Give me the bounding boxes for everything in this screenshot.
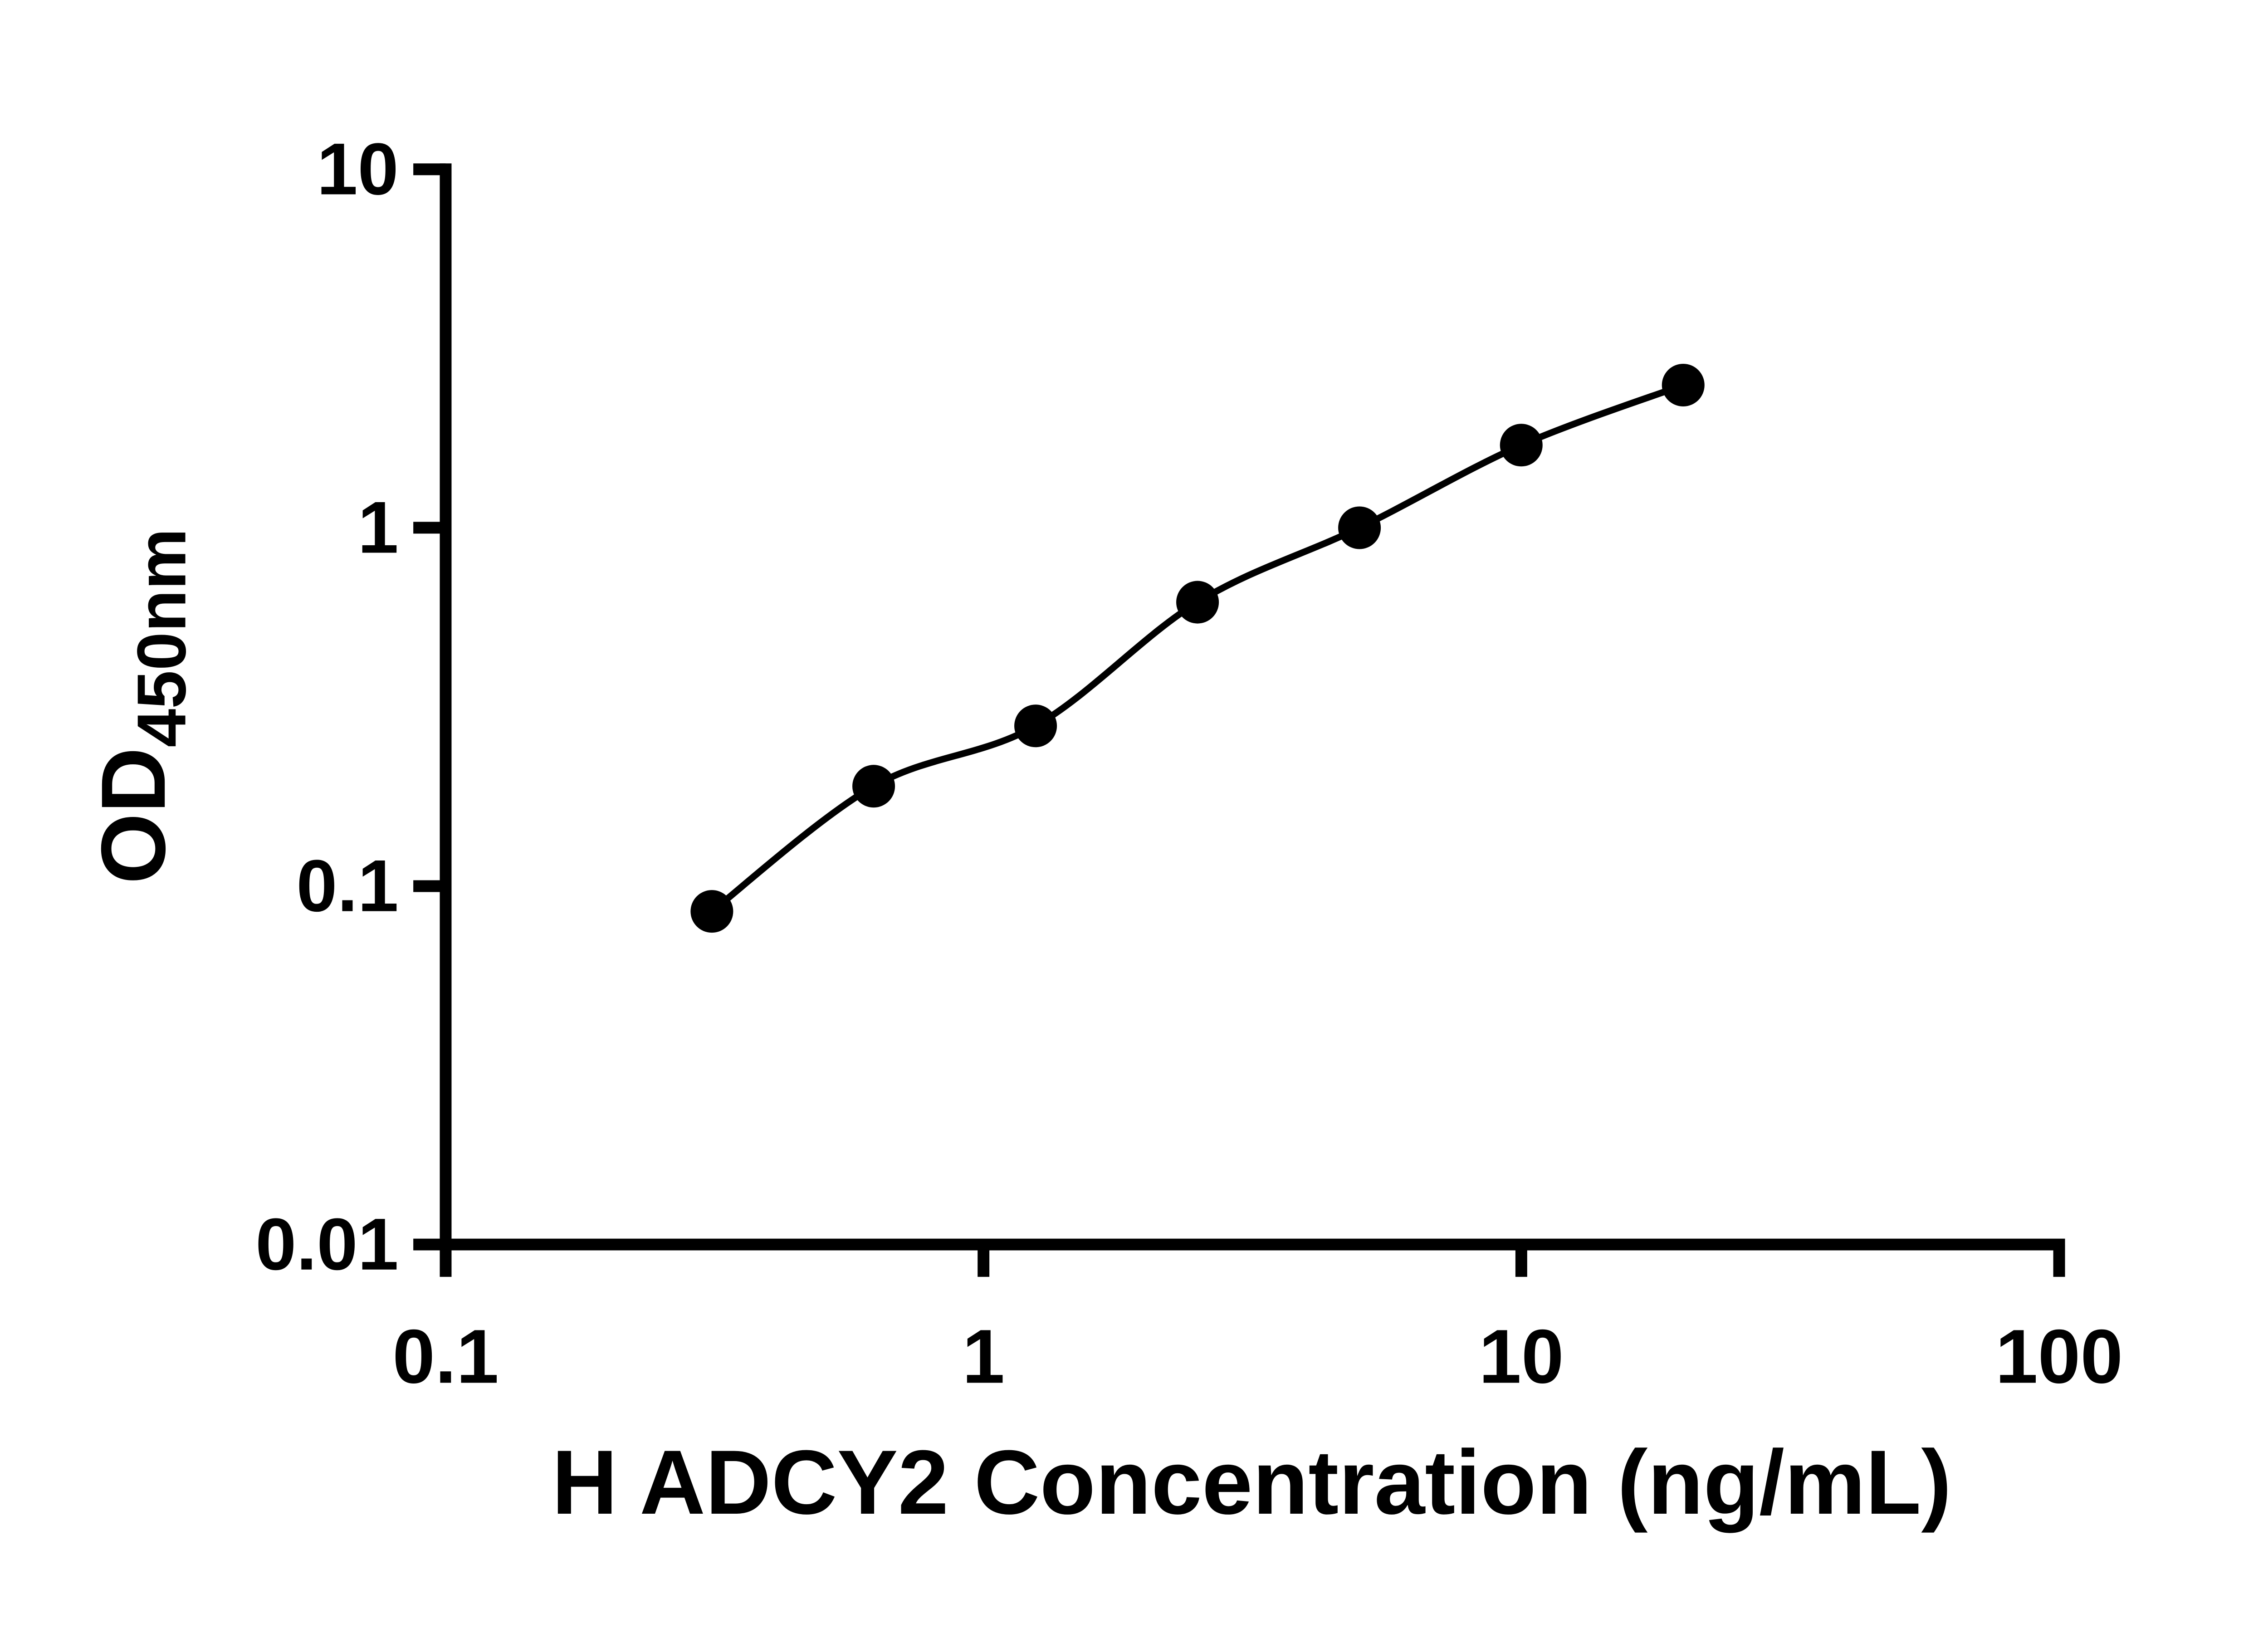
y-axis-title-subscript: 450nm [123, 528, 200, 748]
y-tick-label: 0.01 [255, 1203, 399, 1286]
y-axis-title: OD450nm [82, 528, 200, 884]
x-tick-label: 0.1 [392, 1313, 499, 1399]
y-tick-label: 0.1 [296, 845, 398, 927]
x-tick-label: 1 [962, 1313, 1005, 1399]
data-point [1662, 363, 1705, 406]
data-point [1014, 704, 1057, 748]
x-axis-title: H ADCY2 Concentration (ng/mL) [552, 1431, 1951, 1533]
fit-curve [709, 382, 1685, 914]
y-tick-label: 1 [358, 487, 399, 569]
x-tick-label: 100 [1995, 1313, 2123, 1399]
data-point [1176, 581, 1219, 624]
y-axis-title-main: OD [82, 747, 184, 884]
series-layer [690, 363, 1705, 933]
data-point [852, 765, 895, 808]
axes-layer: 0.1 1 10 100 0.01 0.1 1 10 [255, 128, 2123, 1399]
x-tick-label: 10 [1479, 1313, 1564, 1399]
data-point [1338, 506, 1381, 549]
y-tick-label: 10 [317, 128, 398, 210]
data-point [1500, 424, 1543, 467]
data-point [690, 890, 733, 933]
